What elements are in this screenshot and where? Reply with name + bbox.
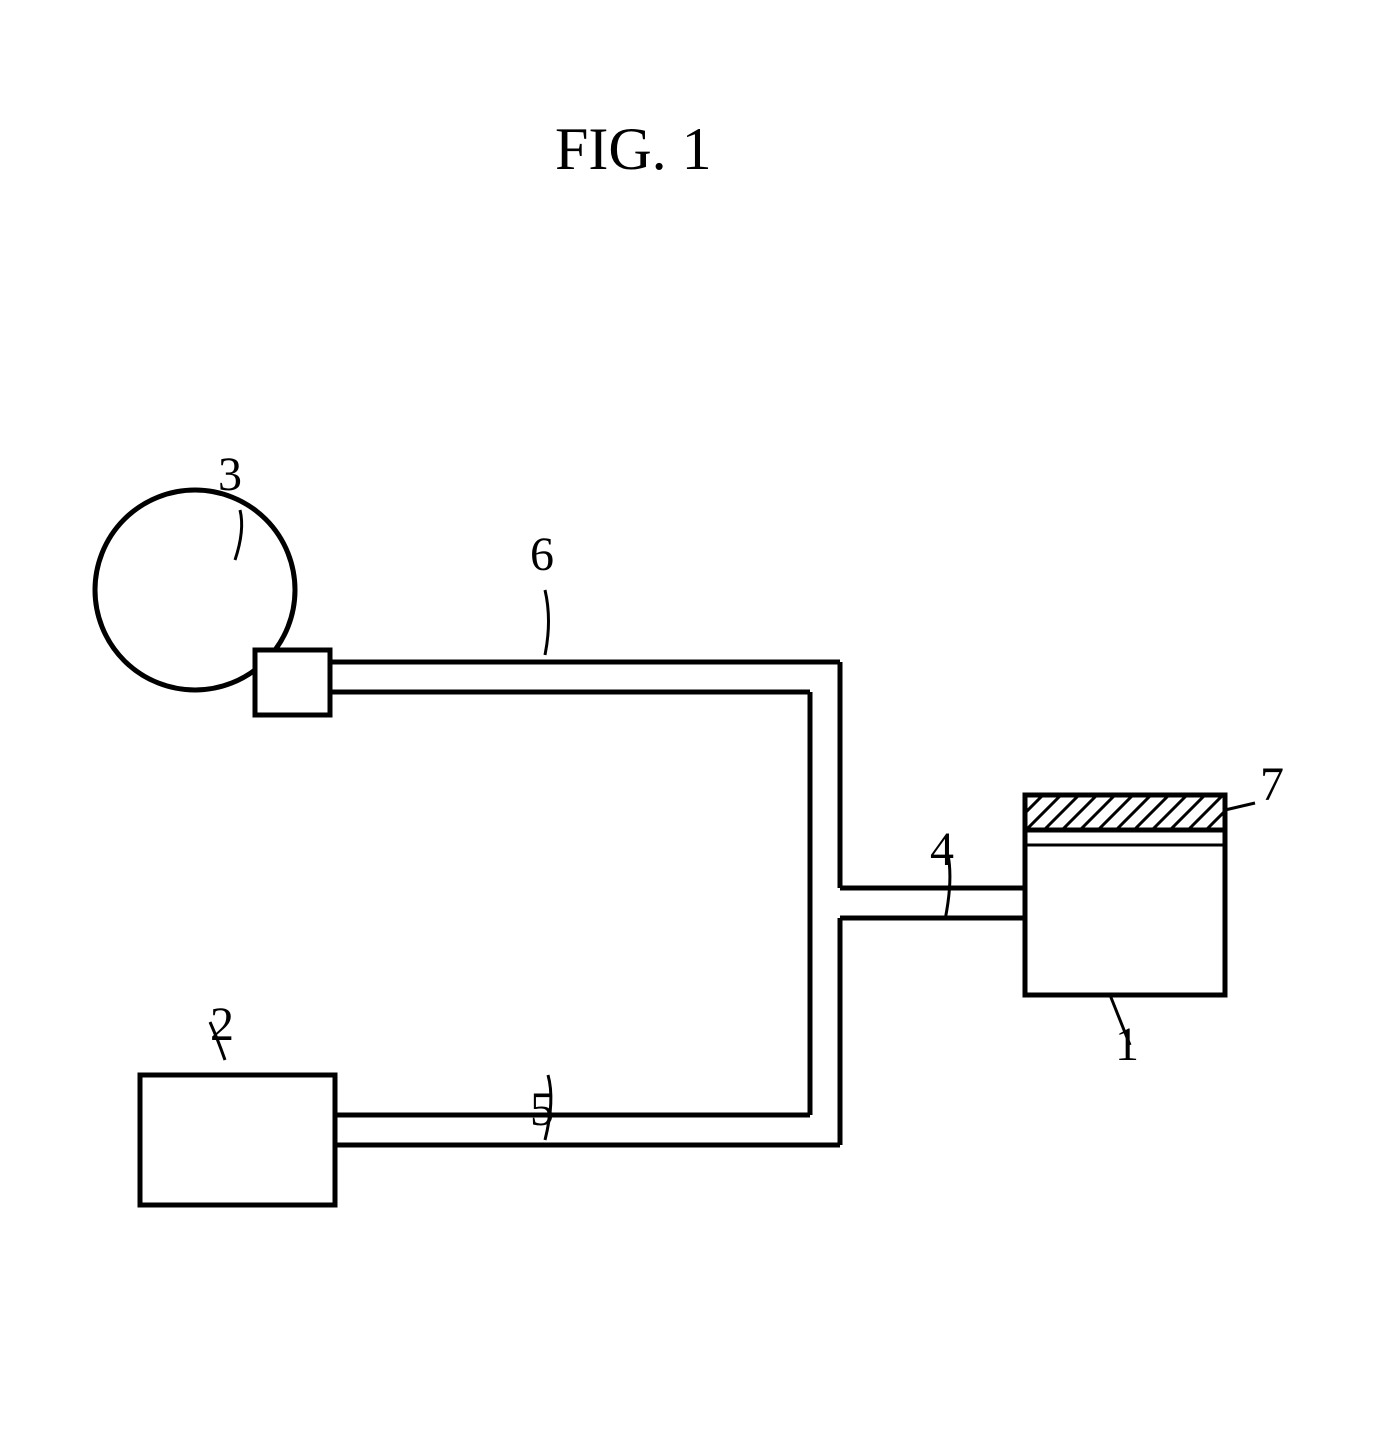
leader-6 (545, 590, 549, 655)
label-3: 3 (218, 447, 242, 502)
leader-3 (235, 510, 242, 560)
label-1: 1 (1115, 1017, 1139, 1072)
label-2: 2 (210, 997, 234, 1052)
label-6: 6 (530, 527, 554, 582)
label-5: 5 (530, 1082, 554, 1137)
diagram-svg (0, 0, 1378, 1455)
leader-7 (1225, 803, 1255, 810)
label-7: 7 (1260, 757, 1284, 812)
label-4: 4 (930, 822, 954, 877)
node-3-base (255, 650, 330, 715)
node-7-hatch (990, 795, 1277, 830)
diagram-container: FIG. 1 3625471 (0, 0, 1378, 1455)
node-2-box (140, 1075, 335, 1205)
